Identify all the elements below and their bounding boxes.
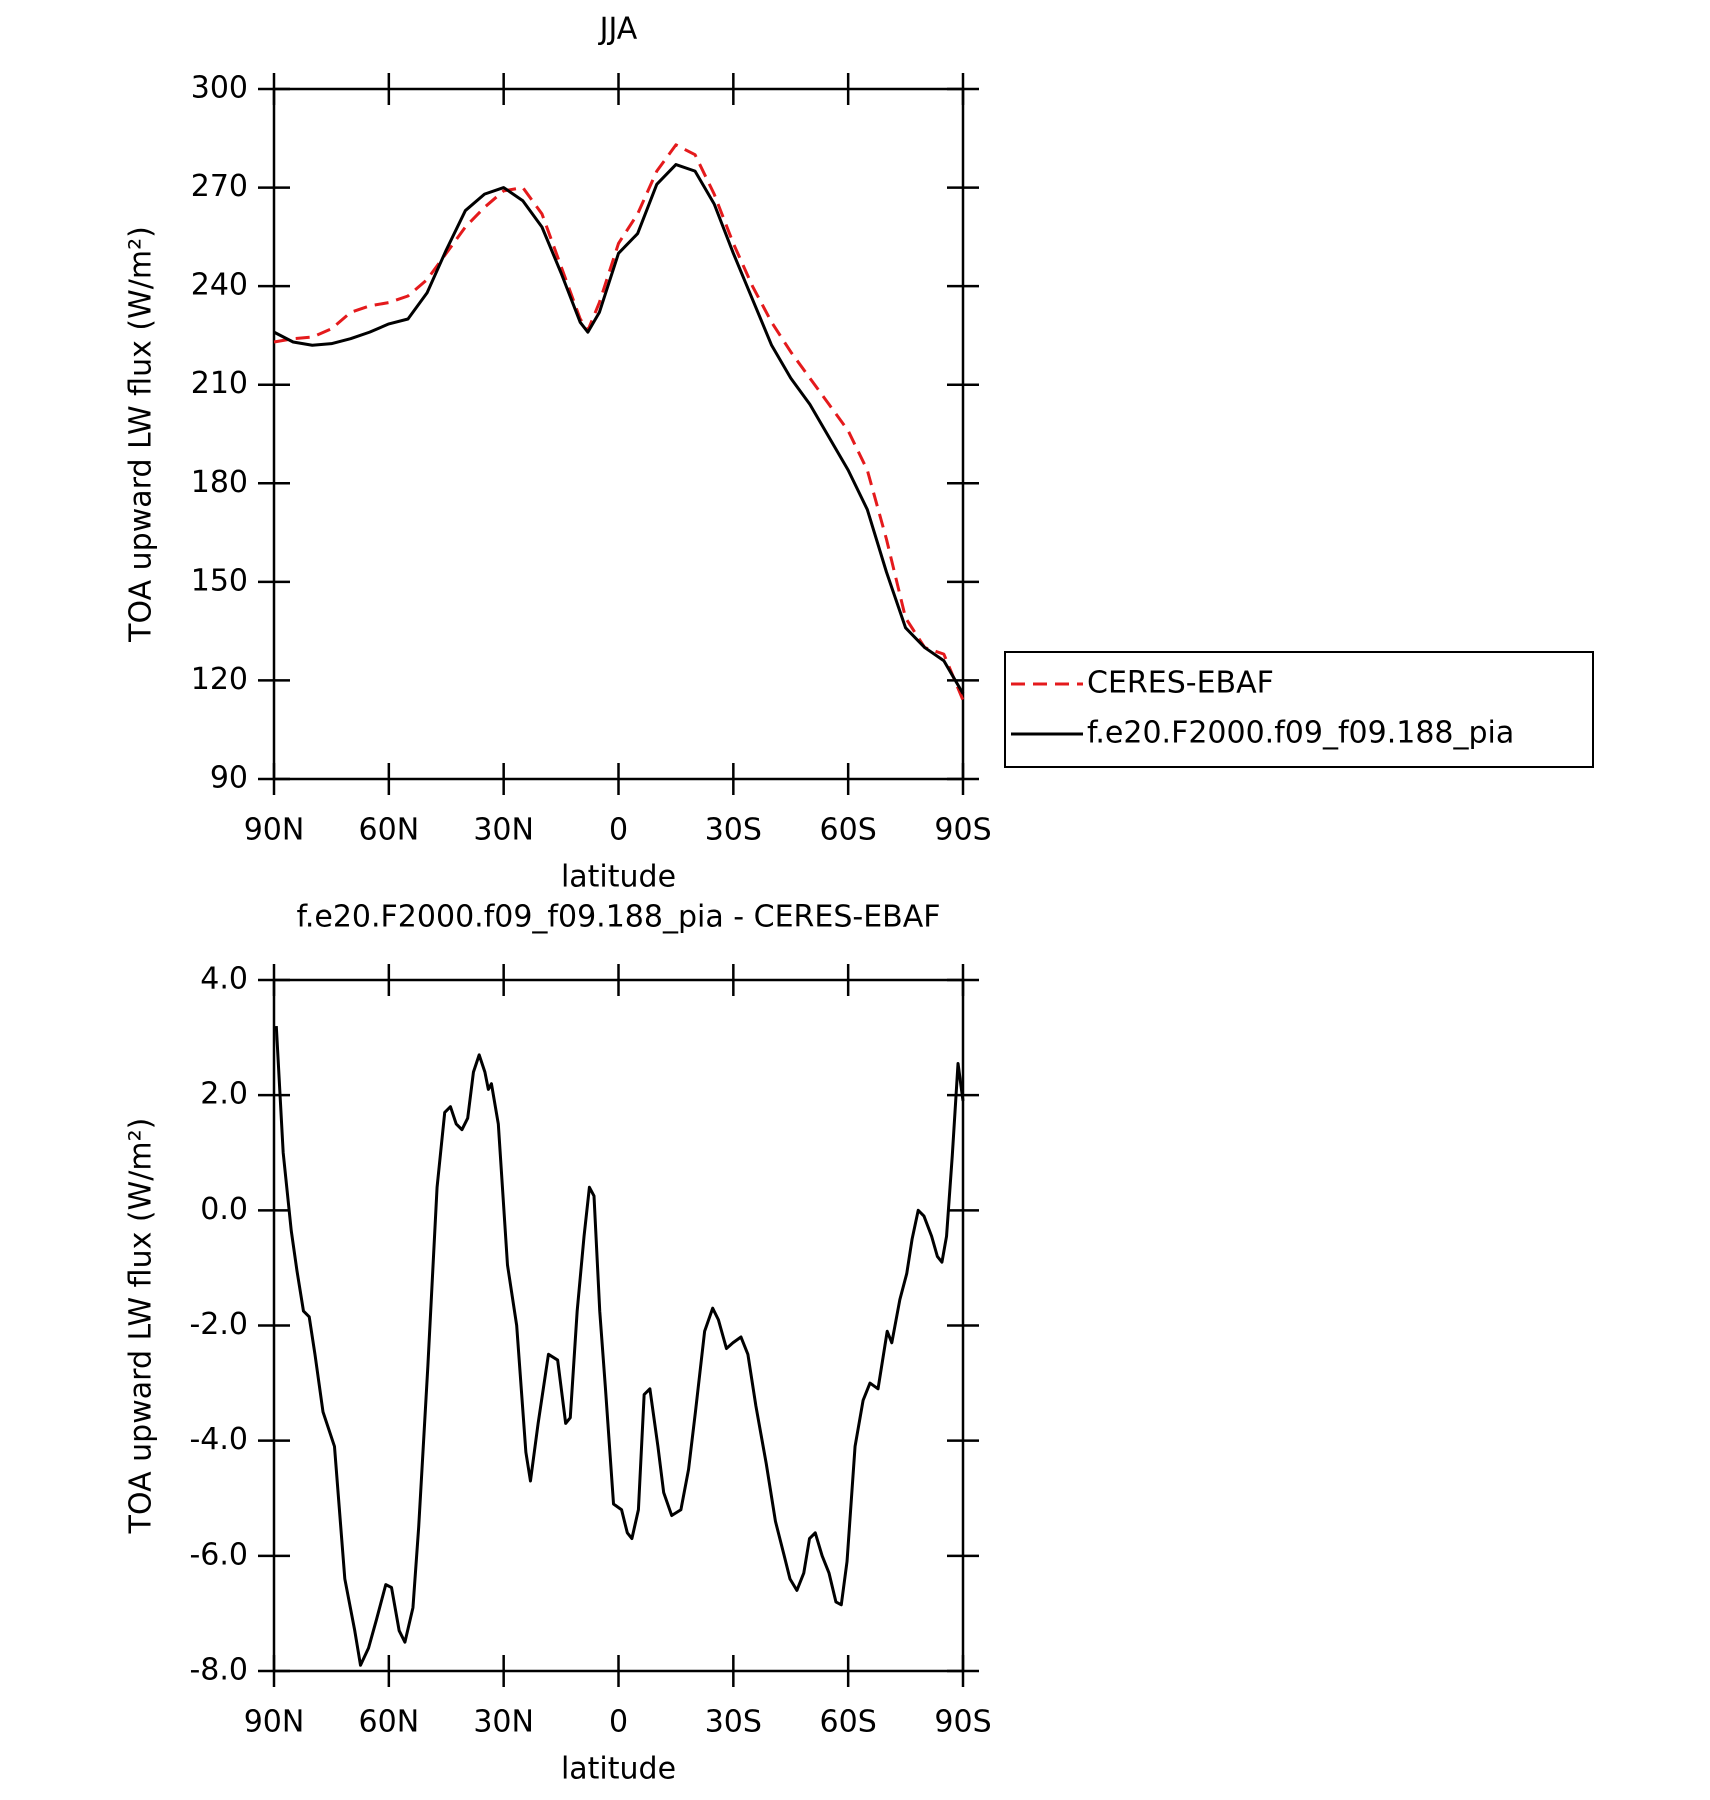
y-tick-label: 300 [191, 71, 248, 106]
plot-frame [272, 978, 965, 1673]
legend-label: f.e20.F2000.f09_f09.188_pia [1087, 716, 1514, 751]
y-tick-label: -4.0 [189, 1422, 248, 1457]
x-axis-label: latitude [561, 1752, 676, 1787]
x-tick-label: 30N [473, 1705, 534, 1740]
x-tick-label: 90N [244, 813, 305, 848]
y-tick-label: 90 [210, 761, 248, 796]
y-tick-label: -8.0 [189, 1653, 248, 1688]
y-axis-label: TOA upward LW flux (W/m²) [124, 226, 159, 643]
legend-label: CERES-EBAF [1087, 666, 1274, 701]
y-tick-label: 2.0 [200, 1077, 248, 1112]
y-axis-label: TOA upward LW flux (W/m²) [124, 1118, 159, 1535]
y-tick-label: -6.0 [189, 1537, 248, 1572]
y-tick-label: 4.0 [200, 962, 248, 997]
x-tick-label: 60N [359, 1705, 420, 1740]
x-tick-label: 60S [820, 813, 877, 848]
y-tick-label: 210 [191, 366, 248, 401]
chart-title: JJA [598, 12, 638, 47]
x-tick-label: 0 [609, 813, 628, 848]
y-tick-label: 180 [191, 465, 248, 500]
plot-frame [272, 87, 965, 781]
legend-box [1004, 651, 1594, 768]
y-tick-label: 120 [191, 662, 248, 697]
y-tick-label: 270 [191, 169, 248, 204]
y-tick-label: 150 [191, 563, 248, 598]
y-tick-label: -2.0 [189, 1307, 248, 1342]
data-line [273, 143, 965, 701]
data-line [274, 1025, 965, 1667]
chart-title: f.e20.F2000.f09_f09.188_pia - CERES-EBAF [296, 900, 940, 935]
y-tick-label: 0.0 [200, 1192, 248, 1227]
x-tick-label: 60S [820, 1705, 877, 1740]
x-tick-label: 30S [705, 813, 762, 848]
x-tick-label: 90N [244, 1705, 305, 1740]
x-tick-label: 90S [934, 1705, 991, 1740]
y-tick-label: 240 [191, 268, 248, 303]
x-tick-label: 30S [705, 1705, 762, 1740]
x-tick-label: 90S [934, 813, 991, 848]
x-tick-label: 30N [473, 813, 534, 848]
data-line [273, 163, 965, 695]
x-tick-label: 60N [359, 813, 420, 848]
x-tick-label: 0 [609, 1705, 628, 1740]
x-axis-label: latitude [561, 860, 676, 895]
